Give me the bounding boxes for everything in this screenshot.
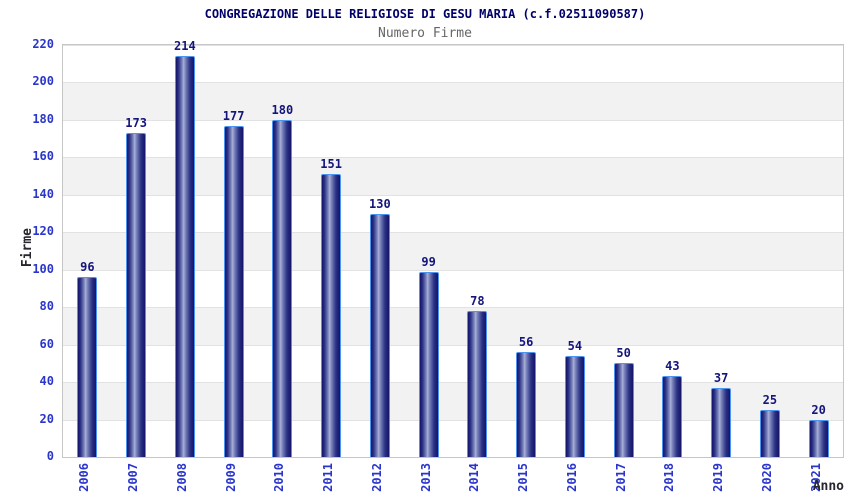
y-tick-label: 0 <box>46 449 54 463</box>
bar-2007 <box>126 133 147 457</box>
bar-2012 <box>369 213 390 457</box>
plot-area: 96 173 214 177 180 151 130 99 78 56 54 50 43 37 25 20 <box>62 39 844 458</box>
bar-value-label: 78 <box>470 293 485 308</box>
bar-value-label: 54 <box>567 338 583 353</box>
gridline <box>63 194 843 196</box>
x-tick-label: 2010 <box>272 463 287 492</box>
bar-value-label: 96 <box>80 260 95 275</box>
gridline <box>63 382 843 384</box>
bar-value-label: 50 <box>616 346 631 361</box>
y-axis-title: Firme <box>20 228 35 268</box>
bar-2010 <box>272 119 293 457</box>
bar-value-label: 130 <box>369 196 391 211</box>
chart-title: CONGREGAZIONE DELLE RELIGIOSE DI GESU MA… <box>204 7 646 21</box>
x-tick-label: 2013 <box>418 463 433 492</box>
x-axis-title: Anno <box>812 479 844 494</box>
bar-value-label: 43 <box>665 359 680 374</box>
x-tick-label: 2012 <box>369 463 384 492</box>
gridline <box>63 232 843 234</box>
bar-2016 <box>564 355 585 457</box>
bar-value-label: 214 <box>174 39 196 54</box>
y-tick-label: 140 <box>32 186 54 201</box>
y-tick-label: 80 <box>39 299 54 314</box>
x-tick-label: 2007 <box>126 463 141 492</box>
gridline <box>63 419 843 421</box>
x-tick-label: 2017 <box>613 463 628 492</box>
x-tick-label: 2016 <box>564 463 579 492</box>
bar-2011 <box>321 174 342 457</box>
bar-2015 <box>516 352 537 457</box>
y-tick-label: 200 <box>32 74 54 89</box>
bar-value-label: 37 <box>713 370 729 385</box>
gridline <box>63 307 843 309</box>
gridline <box>63 119 843 121</box>
bar-value-label: 151 <box>320 157 342 172</box>
y-tick-label: 220 <box>32 37 54 51</box>
bar-value-label: 25 <box>762 393 778 408</box>
bar-2019 <box>711 387 732 457</box>
y-tick-label: 180 <box>32 111 54 126</box>
x-tick-label: 2014 <box>467 463 482 492</box>
bar-2008 <box>174 56 195 457</box>
bar-value-label: 99 <box>421 254 436 269</box>
x-tick-label: 2008 <box>174 463 189 492</box>
x-tick-label: 2006 <box>77 463 92 492</box>
bar-2013 <box>418 271 439 457</box>
y-tick-label: 20 <box>39 411 54 426</box>
y-tick-label: 40 <box>39 374 54 389</box>
x-tick-label: 2018 <box>662 463 677 492</box>
gridline <box>63 157 843 159</box>
x-tick-label: 2020 <box>759 463 774 492</box>
y-tick-label: 120 <box>32 224 54 239</box>
bar-2009 <box>223 125 244 457</box>
x-tick-label: 2011 <box>321 463 336 492</box>
gridline <box>63 344 843 346</box>
bar-value-label: 20 <box>811 402 826 417</box>
x-tick-label: 2015 <box>516 463 531 492</box>
y-tick-label: 160 <box>32 149 54 164</box>
gridline <box>63 269 843 271</box>
x-tick-label: 2019 <box>711 463 726 492</box>
bar-2018 <box>662 376 683 457</box>
x-tick-label: 2009 <box>223 463 238 492</box>
gridline <box>63 82 843 84</box>
bar-2021 <box>808 419 829 457</box>
bar-value-label: 173 <box>125 116 147 131</box>
chart-subtitle: Numero Firme <box>378 26 472 41</box>
bar-2017 <box>613 363 634 457</box>
y-tick-label: 100 <box>32 261 54 276</box>
bar-value-label: 56 <box>518 335 534 350</box>
gridline <box>63 45 843 46</box>
bar-value-label: 180 <box>271 102 294 117</box>
bar-value-label: 177 <box>222 108 245 123</box>
bar-2020 <box>759 410 780 457</box>
y-tick-label: 60 <box>39 336 54 351</box>
bar-2014 <box>467 310 488 457</box>
bar-2006 <box>77 277 98 457</box>
